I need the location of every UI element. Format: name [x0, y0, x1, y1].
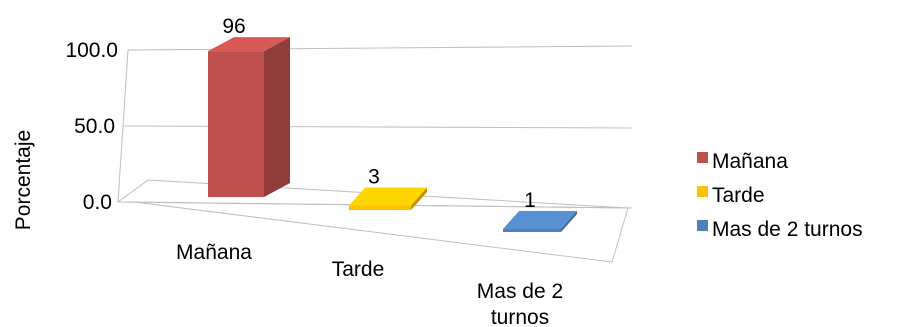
bar-top: [208, 37, 290, 52]
gridline: [127, 125, 633, 129]
x-category-label: Tarde: [332, 258, 385, 281]
bar-tarde: [349, 187, 427, 210]
bar-front: [503, 229, 561, 232]
bar-ma-ana: [208, 37, 290, 197]
legend: Mañana Tarde Mas de 2 turnos: [697, 150, 863, 241]
bar-side: [411, 187, 427, 210]
y-tick-label: 0.0: [83, 191, 112, 214]
bars: [208, 37, 577, 232]
data-labels: 96 3 1: [222, 15, 536, 212]
bar-mas-de-2-turnos: [503, 211, 577, 232]
y-tick-label: 50.0: [74, 115, 115, 138]
legend-item: Mañana: [697, 150, 788, 173]
legend-label: Mañana: [712, 150, 788, 173]
bar-side: [561, 211, 577, 232]
legend-label: Mas de 2 turnos: [712, 218, 863, 241]
y-tick-label: 100.0: [65, 39, 118, 62]
data-label: 3: [368, 165, 380, 188]
legend-swatch: [697, 220, 708, 231]
gridline: [127, 45, 633, 51]
bar-top: [349, 187, 427, 206]
legend-item: Tarde: [697, 184, 765, 207]
legend-label: Tarde: [712, 184, 765, 207]
legend-item: Mas de 2 turnos: [697, 218, 863, 241]
bar-side: [264, 37, 290, 197]
data-label: 1: [524, 189, 536, 212]
legend-swatch: [697, 152, 708, 163]
x-category-label: Mas de 2 turnos: [477, 280, 563, 327]
legend-swatch: [697, 186, 708, 197]
x-category-label: Mañana: [176, 241, 252, 264]
bar-front: [208, 51, 264, 197]
bar-top: [503, 211, 577, 229]
x-axis-category-labels: Mañana Tarde Mas de 2 turnos: [176, 241, 563, 327]
y-axis-ticks: 0.0 50.0 100.0: [65, 39, 118, 214]
data-label: 96: [222, 15, 245, 38]
y-axis-label: Porcentaje: [12, 130, 35, 230]
bar-front: [349, 205, 411, 210]
